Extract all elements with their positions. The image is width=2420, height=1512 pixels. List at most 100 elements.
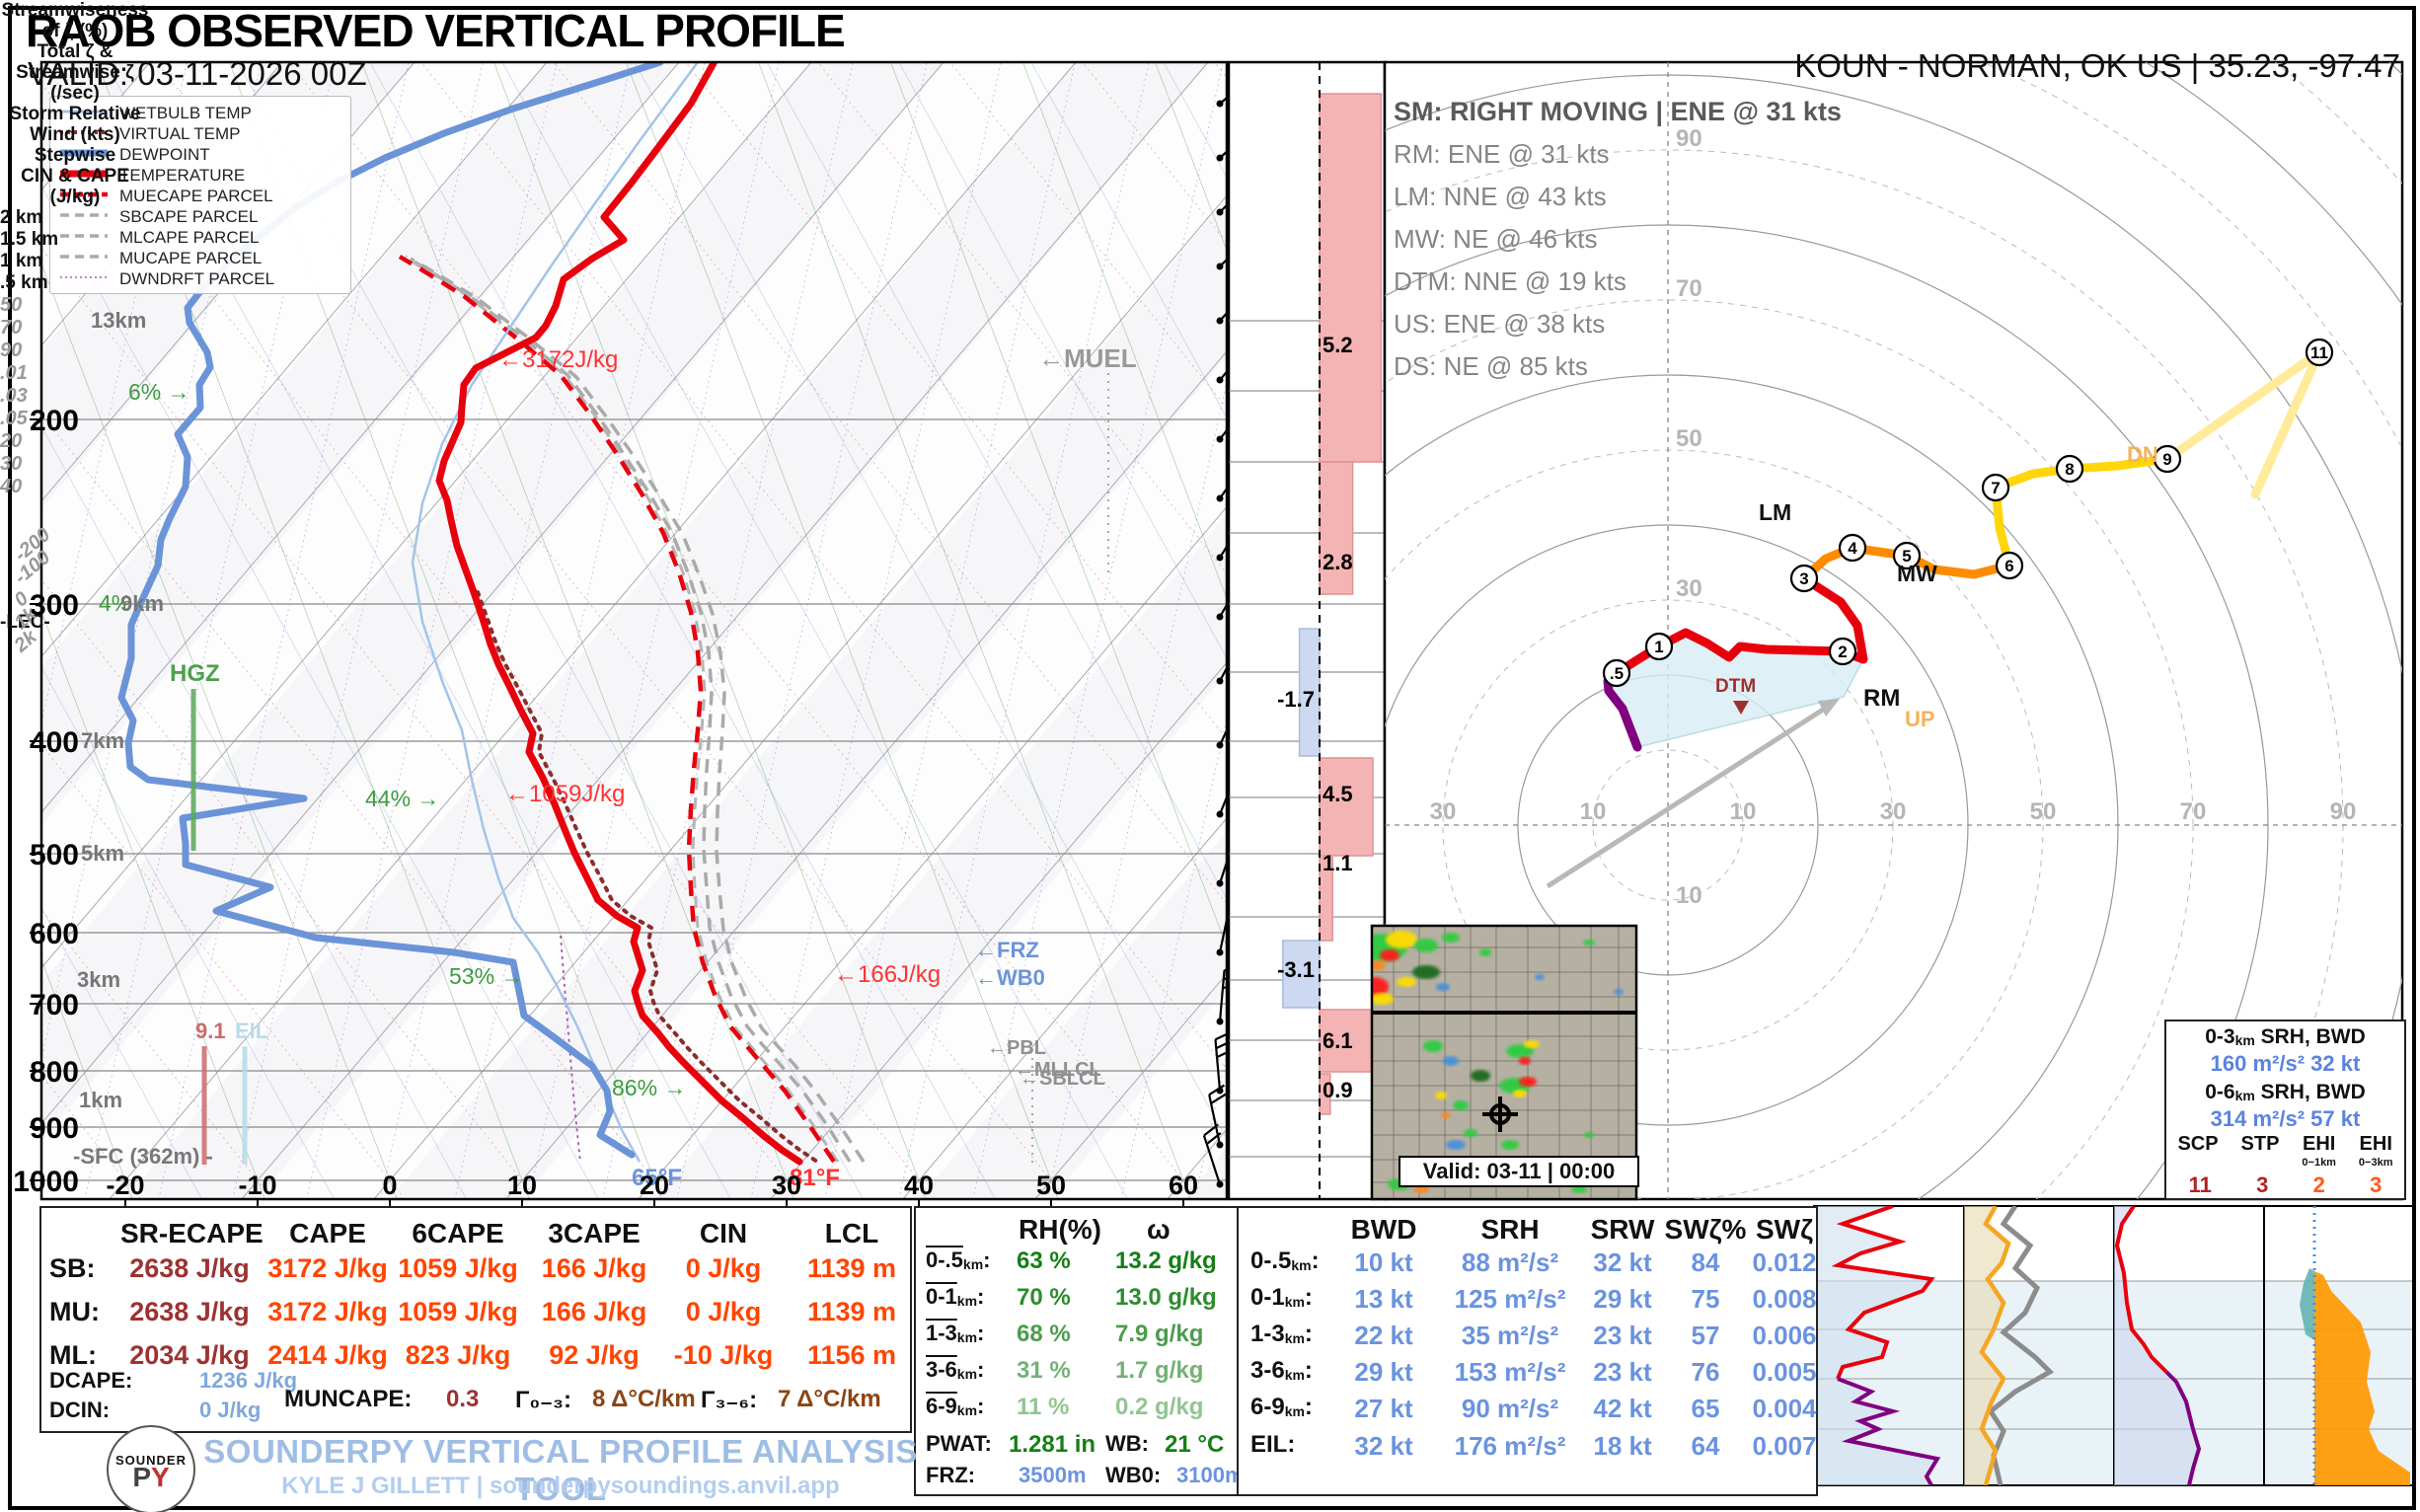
shear-value: 84: [1691, 1247, 1720, 1277]
index-value: 11: [2188, 1172, 2212, 1197]
skewt-annotation: 7km: [81, 728, 124, 753]
omega-value: 0.2 g/kg: [1115, 1394, 1204, 1420]
parcel-value: 2034 J/kg: [129, 1340, 250, 1370]
parcel-column-header: 3CAPE: [548, 1218, 641, 1248]
pwat-wb-value: WB:: [1105, 1431, 1149, 1456]
shear-value: 57: [1691, 1321, 1720, 1350]
panel-km-label: .5 km: [0, 272, 48, 293]
pwat-wb-value: PWAT:: [926, 1431, 992, 1456]
temperature-axis-label: 40: [904, 1171, 934, 1200]
index-value: 3: [2370, 1172, 2382, 1197]
skewt-annotation: 53% →: [449, 963, 523, 989]
temperature-axis-label: -20: [106, 1171, 144, 1200]
panel-axis-tick: 20: [0, 430, 23, 452]
advection-bar-value: 0.9: [1323, 1078, 1353, 1102]
pressure-label: 500: [30, 839, 79, 871]
shear-value: 23 kt: [1593, 1357, 1652, 1387]
panel-km-label: 2 km: [0, 207, 43, 228]
skewt-annotation: 13km: [91, 308, 146, 333]
skewt-annotation: ←3172J/kg: [498, 346, 618, 373]
pressure-label: 900: [30, 1112, 79, 1145]
parcel-stats-table: SR-ECAPE CAPE 6CAPE 3CAPE CIN LCL SB: 2638 J/kg…: [39, 1206, 912, 1433]
parcel-extra-value: 0.3: [446, 1386, 480, 1412]
parcel-row-label: MU:: [49, 1297, 100, 1326]
hodograph-ring-label: 90: [2330, 798, 2357, 825]
shear-value: 0.007: [1752, 1431, 1817, 1461]
parcel-row-label: SB:: [49, 1253, 96, 1283]
shear-value: 23 kt: [1593, 1321, 1652, 1350]
hodograph-label: MW: [1897, 561, 1937, 586]
parcel-column-header: LCL: [824, 1218, 879, 1248]
panel-axis-tick: 70: [0, 317, 23, 339]
rh-value: 68 %: [1017, 1321, 1071, 1347]
storm-motion-headline: SM: RIGHT MOVING | ENE @ 31 kts: [1394, 97, 1842, 126]
temperature-legend-swatch: [58, 167, 110, 185]
skewt-annotation: ←MUEL: [1038, 343, 1137, 373]
legend-item: SBCAPE PARCEL: [50, 206, 350, 227]
shear-value: 125 m²/s²: [1454, 1284, 1566, 1314]
advection-bar-value: 4.5: [1323, 782, 1353, 806]
parcel-value: 3172 J/kg: [267, 1297, 388, 1326]
pressure-label: 700: [30, 989, 79, 1021]
parcel-value: 1139 m: [806, 1297, 897, 1326]
shear-layer-label: 3-6km:: [1250, 1357, 1313, 1384]
hodograph-height-marker: 9: [2153, 444, 2182, 474]
pressure-label: 400: [30, 726, 79, 759]
parcel-value: 2638 J/kg: [129, 1253, 250, 1283]
shear-value: 90 m²/s²: [1461, 1394, 1559, 1423]
shear-value: 42 kt: [1593, 1394, 1652, 1423]
lec-annotation: -LEC-: [0, 612, 50, 633]
svg-text:1: 1: [1654, 638, 1663, 656]
wind-barb: [1202, 1123, 1224, 1188]
gray_parcel-legend-swatch: [58, 229, 110, 247]
hodograph-ring-label: 30: [1430, 798, 1457, 825]
parcel-value: 1059 J/kg: [398, 1253, 518, 1283]
panel-axis-tick: 90: [0, 340, 23, 361]
hodograph-height-marker: 4: [1838, 533, 1867, 563]
parcel-extra-value: 1236 J/kg: [199, 1368, 298, 1393]
hodograph-height-marker: 8: [2055, 454, 2084, 484]
skewt-annotation: HGZ: [170, 660, 220, 687]
svg-text:3: 3: [1799, 569, 1808, 588]
logo-text-top: SOUNDER: [114, 1453, 187, 1468]
temperature-axis-label: 0: [382, 1171, 397, 1200]
shear-value: 18 kt: [1593, 1431, 1652, 1461]
pressure-label: 800: [30, 1056, 79, 1089]
muecape-legend-swatch: [58, 188, 110, 205]
skewt-annotation: 5km: [81, 841, 124, 866]
shear-layer-label: 0-1km:: [1250, 1284, 1313, 1311]
shear-value: 64: [1691, 1431, 1720, 1461]
shear-value: 29 kt: [1593, 1284, 1652, 1314]
composite-index-headers: SCP STP EHI 0−1km EHI 0−3km: [2166, 1134, 2404, 1171]
shear-value: 88 m²/s²: [1461, 1247, 1559, 1277]
shear-value: 32 kt: [1354, 1431, 1413, 1461]
rh-value: 11 %: [1017, 1394, 1070, 1420]
moisture-layer-label: 1-3km:: [926, 1321, 985, 1345]
srh-box-header-0-6: 0-6km SRH, BWD: [2205, 1081, 2366, 1103]
legend-label: WETBULB TEMP: [119, 103, 252, 122]
parcel-value: 1156 m: [806, 1340, 897, 1370]
storm-motion-line: MW: NE @ 46 kts: [1394, 224, 1598, 254]
hodograph-height-marker: 3: [1789, 564, 1819, 593]
composite-index-values: 11 3 2 3: [2166, 1172, 2404, 1198]
panel-title: Stepwise CIN & CAPE (J/kg): [21, 145, 129, 207]
hodograph-ring-label: 10: [1730, 798, 1757, 825]
legend-label: MUECAPE PARCEL: [119, 186, 273, 205]
legend-label: MLCAPE PARCEL: [119, 227, 260, 247]
svg-text:11: 11: [2310, 343, 2328, 362]
pressure-label: 300: [30, 589, 79, 622]
legend-item: VIRTUAL TEMP: [50, 123, 350, 144]
skewt-annotation: 1km: [79, 1088, 122, 1112]
parcel-value: 1139 m: [806, 1253, 897, 1283]
skewt-annotation: 65°F: [632, 1165, 682, 1191]
shear-value: 29 kt: [1354, 1357, 1413, 1387]
parcel-value: 0 J/kg: [685, 1253, 762, 1283]
skewt-annotation: 6% →: [128, 379, 190, 405]
hodograph-ring-label: 10: [1676, 882, 1702, 909]
omega-header: ω: [1147, 1214, 1171, 1245]
legend-label: DEWPOINT: [119, 144, 210, 164]
hodograph-label: LM: [1759, 499, 1791, 525]
shear-column-header: SWζ: [1756, 1214, 1813, 1245]
parcel-value: -10 J/kg: [673, 1340, 774, 1370]
shear-value: 22 kt: [1354, 1321, 1413, 1350]
